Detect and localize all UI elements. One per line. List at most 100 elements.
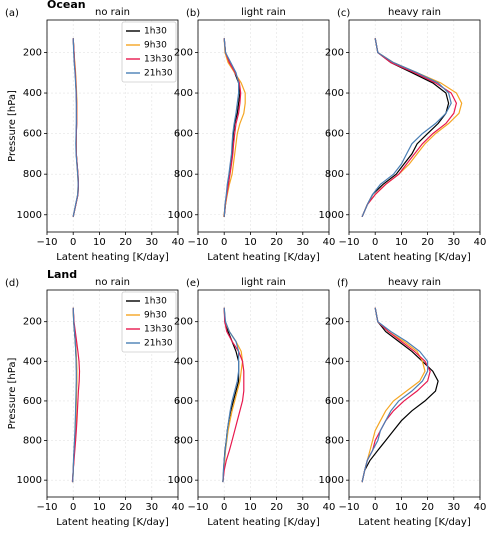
x-tick-label: 40 xyxy=(323,502,336,513)
y-tick-label: 1000 xyxy=(17,210,42,221)
profile-line xyxy=(222,307,244,483)
x-tick-label: 0 xyxy=(372,237,378,248)
profile-line xyxy=(71,307,81,483)
x-tick-label: 30 xyxy=(296,237,309,248)
panel-title: light rain xyxy=(241,277,286,288)
panel-title: heavy rain xyxy=(388,277,441,288)
y-tick-label: 400 xyxy=(23,88,42,99)
profile-line xyxy=(72,38,79,217)
y-axis-label: Pressure [hPa] xyxy=(7,90,18,162)
axes-frame xyxy=(348,19,481,233)
panel-label: (f) xyxy=(337,278,348,289)
axes-frame xyxy=(197,289,330,498)
y-tick-label: 600 xyxy=(23,396,42,407)
panel-label: (e) xyxy=(186,278,200,289)
x-axis-label: Latent heating [K/day] xyxy=(56,517,169,528)
x-tick-label: 20 xyxy=(270,237,283,248)
y-tick-label: 400 xyxy=(325,356,344,367)
panel-title: heavy rain xyxy=(388,7,441,18)
legend-label: 13h30 xyxy=(144,55,173,65)
legend-label: 9h30 xyxy=(144,311,167,321)
x-tick-label: 10 xyxy=(93,237,106,248)
panel-label: (a) xyxy=(5,8,19,19)
y-tick-label: 800 xyxy=(23,169,42,180)
group-title: Land xyxy=(47,268,77,281)
x-tick-label: −10 xyxy=(338,502,359,513)
x-tick-label: 10 xyxy=(244,502,257,513)
y-tick-label: 800 xyxy=(325,169,344,180)
y-tick-label: 800 xyxy=(23,436,42,447)
group-title: Ocean xyxy=(47,0,86,11)
x-tick-label: 40 xyxy=(172,237,185,248)
x-axis-label: Latent heating [K/day] xyxy=(358,252,471,263)
legend-label: 21h30 xyxy=(144,339,173,349)
x-tick-label: 20 xyxy=(421,502,434,513)
panel-label: (b) xyxy=(186,8,200,19)
x-tick-label: 30 xyxy=(145,502,158,513)
x-tick-label: 40 xyxy=(172,502,185,513)
axes-frame xyxy=(348,289,481,498)
y-tick-label: 1000 xyxy=(319,475,344,486)
axes-frame xyxy=(46,289,179,498)
axes-frame xyxy=(197,19,330,233)
profile-line xyxy=(223,38,240,217)
x-tick-label: 30 xyxy=(145,237,158,248)
profile-line xyxy=(222,307,240,483)
x-tick-label: 20 xyxy=(270,502,283,513)
y-tick-label: 400 xyxy=(174,356,193,367)
legend-label: 9h30 xyxy=(144,41,167,51)
x-tick-label: 40 xyxy=(323,237,336,248)
profile-line xyxy=(361,307,426,483)
y-tick-label: 600 xyxy=(325,396,344,407)
x-tick-label: 30 xyxy=(447,237,460,248)
y-tick-label: 200 xyxy=(325,317,344,328)
x-tick-label: 20 xyxy=(119,502,132,513)
x-tick-label: 10 xyxy=(93,502,106,513)
x-axis-label: Latent heating [K/day] xyxy=(56,252,169,263)
x-tick-label: 10 xyxy=(244,237,257,248)
axes-frame xyxy=(46,19,179,233)
profile-line xyxy=(361,38,458,218)
x-tick-label: 20 xyxy=(119,237,132,248)
x-tick-label: 30 xyxy=(447,502,460,513)
y-tick-label: 200 xyxy=(174,317,193,328)
y-tick-label: 600 xyxy=(325,129,344,140)
profile-line xyxy=(361,38,452,218)
profile-line xyxy=(361,38,450,218)
y-tick-label: 800 xyxy=(174,436,193,447)
panel-title: no rain xyxy=(95,277,130,288)
x-tick-label: 30 xyxy=(296,502,309,513)
y-tick-label: 200 xyxy=(23,47,42,58)
x-tick-label: −10 xyxy=(187,502,208,513)
y-tick-label: 400 xyxy=(23,356,42,367)
profile-line xyxy=(222,307,245,483)
legend-box xyxy=(121,291,177,353)
legend-box xyxy=(121,21,177,83)
x-tick-label: 0 xyxy=(221,237,227,248)
y-tick-label: 1000 xyxy=(168,210,193,221)
legend-label: 1h30 xyxy=(144,27,167,37)
y-tick-label: 200 xyxy=(23,317,42,328)
y-tick-label: 800 xyxy=(174,169,193,180)
profile-line xyxy=(72,307,77,483)
x-tick-label: −10 xyxy=(338,237,359,248)
legend-label: 13h30 xyxy=(144,325,173,335)
x-tick-label: −10 xyxy=(187,237,208,248)
x-axis-label: Latent heating [K/day] xyxy=(358,517,471,528)
legend-label: 21h30 xyxy=(144,69,173,79)
x-tick-label: 20 xyxy=(421,237,434,248)
x-tick-label: 0 xyxy=(221,502,227,513)
x-tick-label: 0 xyxy=(372,502,378,513)
panel-title: no rain xyxy=(95,7,130,18)
x-tick-label: −10 xyxy=(36,237,57,248)
y-tick-label: 200 xyxy=(325,47,344,58)
y-tick-label: 1000 xyxy=(17,475,42,486)
panel-label: (d) xyxy=(5,278,19,289)
x-tick-label: 40 xyxy=(474,237,487,248)
x-tick-label: 0 xyxy=(70,237,76,248)
y-tick-label: 200 xyxy=(174,47,193,58)
legend-label: 1h30 xyxy=(144,297,167,307)
y-tick-label: 1000 xyxy=(168,475,193,486)
profile-line xyxy=(361,307,429,483)
